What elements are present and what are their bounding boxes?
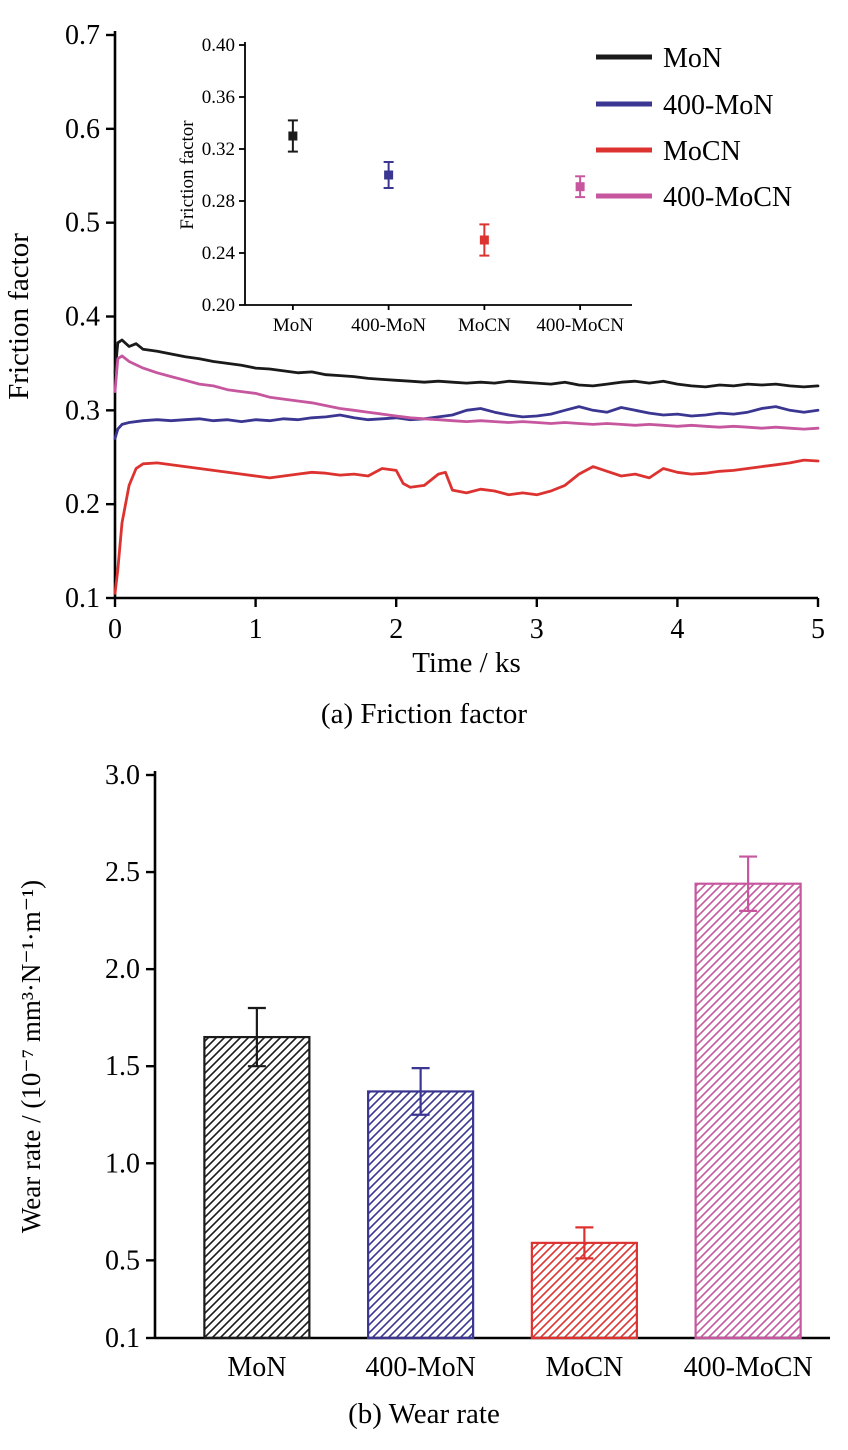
series-line-MoCN — [113, 458, 820, 595]
inset-marker-MoN — [288, 131, 298, 141]
legend-item-400-MoN: 400-MoN — [596, 90, 773, 121]
y-tick-label: 0.5 — [65, 208, 100, 239]
bar-400-MoN — [367, 1090, 475, 1340]
friction-factor-chart: 0.1 0.2 0.3 0.4 0.5 0.6 0.7 0 1 2 3 4 5 Time / ks Fric… — [3, 20, 825, 679]
x-axis-label: Time / ks — [412, 647, 521, 679]
y-tick-label: 0.7 — [65, 20, 100, 51]
y-tick-label: 2.5 — [105, 857, 140, 888]
inset-category-label: 400-MoN — [351, 315, 426, 336]
inset-category-label: 400-MoCN — [536, 315, 624, 336]
legend-label: MoCN — [663, 136, 741, 167]
category-label: 400-MoCN — [684, 1352, 813, 1383]
category-label: MoN — [227, 1352, 286, 1383]
legend-label: MoN — [663, 43, 722, 74]
legend-label: 400-MoCN — [663, 182, 792, 213]
category-label: 400-MoN — [365, 1352, 475, 1383]
y-tick-label: 1.0 — [105, 1148, 140, 1179]
errorbar-MoCN — [575, 1226, 594, 1260]
y-tick-label: 0.6 — [65, 114, 100, 145]
y-tick-label: 0.2 — [65, 489, 100, 520]
y-tick-label: 0.3 — [65, 395, 100, 426]
inset-y-tick-label: 0.24 — [202, 243, 236, 264]
caption-wear-rate: (b) Wear rate — [348, 1398, 500, 1430]
x-tick-label: 3 — [530, 614, 544, 645]
legend-item-MoN: MoN — [596, 43, 722, 74]
axes-inset — [244, 42, 632, 306]
inset-marker-400-MoN — [384, 170, 394, 180]
x-tick-label: 4 — [670, 614, 684, 645]
errorbar-400-MoN — [411, 1067, 430, 1116]
y-axis-label: Friction factor — [3, 233, 35, 400]
series-line-400-MoCN — [113, 354, 820, 431]
y-tick-label: 2.0 — [105, 954, 140, 985]
inset-y-tick-label: 0.20 — [202, 295, 235, 316]
y-tick-label: 0.1 — [65, 583, 100, 614]
y-tick-label: 3.0 — [105, 760, 140, 791]
x-tick-label: 1 — [249, 614, 263, 645]
series-line-400-MoN — [113, 405, 820, 440]
inset-category-label: MoCN — [458, 315, 511, 336]
bar-MoN — [203, 1035, 311, 1340]
y-tick-label: 0.4 — [65, 302, 100, 333]
inset-y-tick-label: 0.32 — [202, 139, 235, 160]
inset-y-tick-label: 0.40 — [202, 35, 235, 56]
inset-y-tick-label: 0.28 — [202, 191, 235, 212]
wear-rate-chart: 0.1 0.5 1.0 1.5 2.0 2.5 3.0 MoN 400-MoN MoCN 400-M… — [16, 760, 830, 1383]
x-tick-label: 5 — [811, 614, 825, 645]
inset-y-tick-label: 0.36 — [202, 87, 235, 108]
y-tick-label: 0.1 — [105, 1323, 140, 1354]
legend-label: 400-MoN — [663, 90, 773, 121]
caption-friction-factor: (a) Friction factor — [320, 698, 528, 730]
category-label: MoCN — [545, 1352, 623, 1383]
series-line-MoN — [113, 338, 820, 389]
legend-item-400-MoCN: 400-MoCN — [596, 182, 792, 213]
x-tick-label: 0 — [108, 614, 122, 645]
errorbar-400-MoCN — [739, 855, 758, 912]
legend-item-MoCN: MoCN — [596, 136, 741, 167]
x-tick-label: 2 — [389, 614, 403, 645]
y-tick-label: 0.5 — [105, 1245, 140, 1276]
inset-marker-MoCN — [479, 235, 489, 245]
y-tick-label: 1.5 — [105, 1051, 140, 1082]
y-axis-label: Wear rate / (10⁻⁷ mm³·N⁻¹·m⁻¹) — [16, 880, 46, 1233]
inset-category-label: MoN — [273, 315, 313, 336]
inset-marker-400-MoCN — [575, 182, 585, 192]
errorbar-MoN — [247, 1006, 266, 1068]
bar-400-MoCN — [694, 882, 802, 1340]
inset-y-axis-label: Friction factor — [177, 120, 198, 230]
